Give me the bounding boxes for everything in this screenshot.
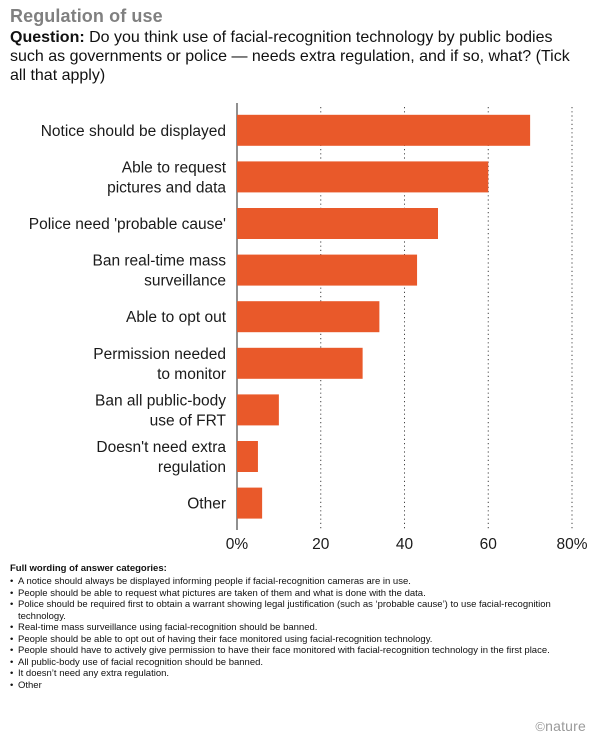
tick-label: 60 [480, 536, 498, 553]
category-label: Ban all public-body [95, 392, 226, 409]
category-label: use of FRT [150, 412, 227, 429]
category-label: to monitor [157, 366, 226, 383]
note-item: All public-body use of facial recognitio… [10, 657, 590, 669]
note-item: Police should be required first to obtai… [10, 599, 590, 622]
chart-bars [237, 114, 531, 519]
copyright-symbol: © [535, 719, 546, 734]
notes-list: A notice should always be displayed info… [10, 576, 590, 691]
nature-credit: ©nature [535, 718, 586, 734]
bar [237, 347, 363, 379]
question-label: Question: [10, 29, 85, 46]
category-label: Able to request [122, 159, 227, 176]
chart-title: Regulation of use [10, 6, 163, 26]
category-label: regulation [158, 459, 226, 476]
question-text: Question: Do you think use of facial-rec… [10, 28, 570, 85]
category-label: Able to opt out [126, 309, 227, 326]
category-label: pictures and data [107, 179, 226, 196]
question-body: Do you think use of facial-recognition t… [10, 29, 570, 84]
note-item: People should be able to request what pi… [10, 588, 590, 600]
credit-text: nature [545, 718, 586, 734]
note-item: People should be able to opt out of havi… [10, 634, 590, 646]
bar [237, 161, 489, 193]
bar [237, 301, 380, 333]
category-label: Permission needed [93, 346, 226, 363]
category-labels: Notice should be displayed Able to reques… [29, 123, 227, 513]
bar-chart: Notice should be displayed Able to reques… [29, 103, 588, 553]
note-item: It doesn’t need any extra regulation. [10, 668, 590, 680]
note-item: People should have to actively give perm… [10, 645, 590, 657]
category-label: surveillance [144, 273, 226, 290]
bar [237, 394, 279, 426]
bar [237, 487, 263, 519]
category-label: Other [187, 496, 226, 513]
tick-label: 80% [556, 536, 587, 553]
axis-tick-labels: 0% 20 40 60 80% [226, 536, 588, 553]
notes-title: Full wording of answer categories: [10, 563, 167, 574]
category-label: Doesn't need extra [96, 439, 226, 456]
tick-label: 0% [226, 536, 249, 553]
note-item: Other [10, 680, 590, 692]
bar [237, 208, 438, 239]
category-label: Notice should be displayed [41, 123, 226, 140]
bar [237, 254, 418, 286]
bar [237, 114, 531, 146]
category-label: Ban real-time mass [92, 253, 226, 270]
tick-label: 20 [312, 536, 330, 553]
bar [237, 441, 258, 472]
tick-label: 40 [396, 536, 414, 553]
note-item: Real-time mass surveillance using facial… [10, 622, 590, 634]
note-item: A notice should always be displayed info… [10, 576, 590, 588]
category-label: Police need 'probable cause' [29, 216, 226, 233]
